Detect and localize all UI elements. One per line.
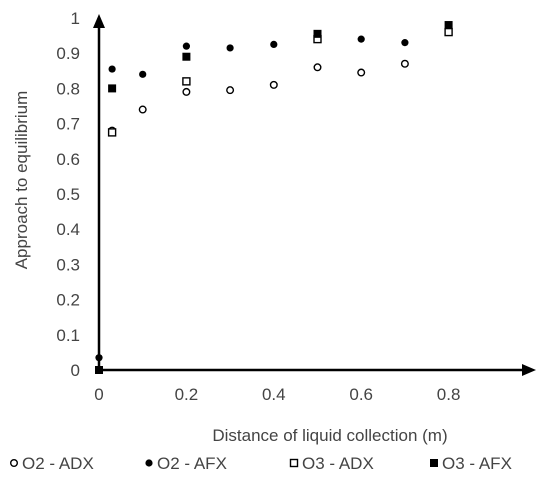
y-tick-label: 0.8	[56, 79, 80, 98]
x-tick-label: 0.4	[262, 385, 286, 404]
data-point	[357, 68, 366, 77]
x-tick-label: 0.8	[437, 385, 461, 404]
y-axis-title: Approach to equilibrium	[12, 91, 31, 270]
data-point	[138, 105, 147, 114]
y-tick-label: 0.9	[56, 44, 80, 63]
series-o2-afx	[95, 23, 453, 362]
y-tick-label: 0.1	[56, 326, 80, 345]
data-point	[182, 77, 191, 86]
legend-label: O3 - ADX	[302, 454, 374, 473]
series-o3-adx	[107, 27, 453, 137]
data-point	[401, 39, 409, 47]
data-point	[182, 52, 191, 61]
legend-marker	[145, 459, 153, 467]
y-tick-label: 1	[71, 9, 80, 28]
axes	[93, 14, 536, 376]
x-tick-label: 0.2	[175, 385, 199, 404]
series-o3-afx	[95, 21, 453, 374]
legend-marker	[430, 459, 438, 467]
data-points	[95, 21, 453, 374]
y-tick-label: 0.6	[56, 150, 80, 169]
data-point	[444, 27, 453, 37]
x-tick-label: 0.6	[349, 385, 373, 404]
data-point	[226, 44, 234, 52]
y-axis-arrow	[93, 14, 105, 28]
data-point	[95, 366, 103, 374]
x-axis-arrow	[522, 364, 536, 376]
data-point	[400, 59, 409, 68]
data-point	[226, 86, 235, 95]
data-point	[108, 65, 116, 73]
data-point	[313, 63, 322, 72]
data-point	[313, 29, 322, 38]
series-o2-adx	[108, 59, 409, 135]
legend-marker	[9, 459, 18, 468]
legend-label: O2 - AFX	[157, 454, 227, 473]
legend-label: O2 - ADX	[22, 454, 94, 473]
data-point	[95, 354, 103, 362]
y-tick-label: 0	[71, 361, 80, 380]
y-tick-label: 0.3	[56, 255, 80, 274]
y-tick-label: 0.2	[56, 291, 80, 310]
data-point	[139, 70, 147, 78]
y-tick-label: 0.5	[56, 185, 80, 204]
data-point	[182, 42, 190, 50]
y-tick-label: 0.4	[56, 220, 80, 239]
y-tick-label: 0.7	[56, 115, 80, 134]
tick-labels: 0 0.1 0.2 0.3 0.4 0.5 0.6 0.7 0.8 0.9 1 0 0.2 0.4 0.6 0…	[56, 9, 460, 404]
x-axis-title: Distance of liquid collection (m)	[212, 426, 447, 445]
x-tick-label: 0	[94, 385, 103, 404]
data-point	[107, 128, 117, 137]
data-point	[182, 87, 191, 96]
data-point	[108, 84, 117, 93]
data-point	[357, 35, 365, 43]
data-point	[270, 40, 278, 49]
legend-label: O3 - AFX	[442, 454, 512, 473]
legend-marker	[289, 458, 299, 468]
data-point	[444, 21, 453, 30]
data-point	[269, 80, 278, 89]
legend: O2 - ADX O2 - AFX O3 - ADX O3 - AFX	[9, 454, 512, 473]
